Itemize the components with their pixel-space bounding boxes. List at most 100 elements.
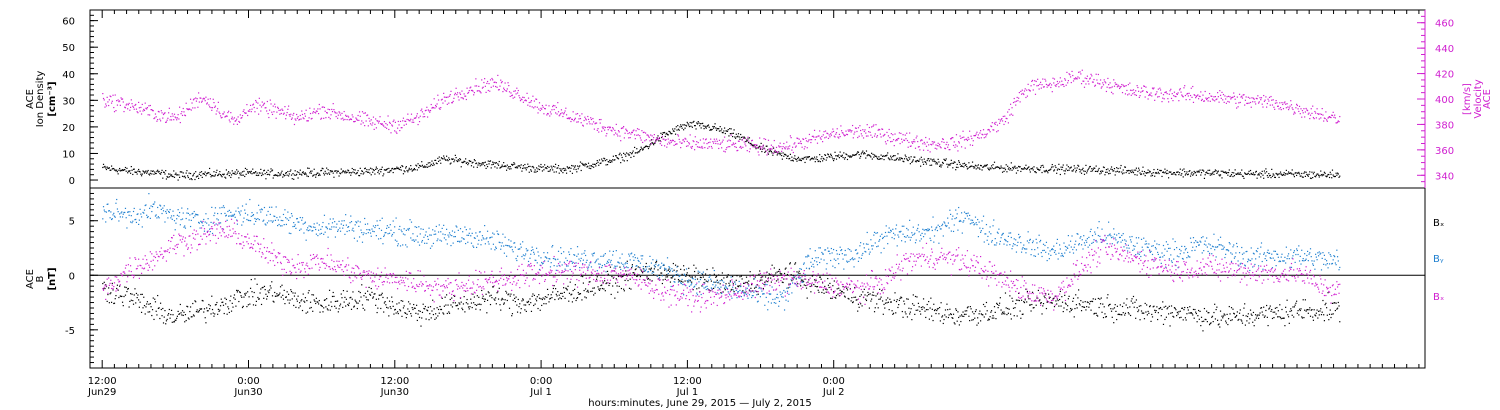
velocity-point (1075, 77, 1077, 79)
bx-point (878, 298, 880, 300)
bx-point (794, 263, 796, 265)
bx-point (634, 269, 636, 271)
density-point (678, 129, 680, 131)
velocity-point (552, 104, 554, 107)
density-point (578, 166, 580, 168)
velocity-point (241, 115, 244, 117)
bx-point (1013, 315, 1015, 317)
density-point (1338, 176, 1340, 178)
bx-point (460, 301, 462, 303)
velocity-point (1001, 118, 1003, 120)
bx-point (299, 305, 301, 307)
density-point (1110, 168, 1112, 170)
bx-point (618, 285, 620, 287)
density-point (701, 122, 703, 125)
bx-point (851, 297, 853, 299)
density-point (700, 127, 702, 129)
velocity-point (888, 128, 890, 131)
velocity-point (1062, 83, 1064, 86)
bx-point (936, 309, 938, 312)
velocity-point (128, 102, 130, 104)
velocity-point (1251, 97, 1253, 99)
bx-point (426, 310, 429, 312)
density-point (497, 163, 499, 165)
velocity-point (1194, 94, 1196, 97)
density-point (1308, 173, 1310, 175)
density-point (808, 156, 810, 158)
bx-point (958, 324, 960, 326)
bx-point (399, 310, 402, 312)
velocity-point (384, 126, 386, 128)
bx-point (900, 297, 903, 299)
bx-point (200, 308, 203, 310)
density-point (533, 167, 535, 169)
bx-point (564, 297, 566, 299)
velocity-point (310, 118, 312, 120)
velocity-point (865, 132, 867, 134)
bx-point (473, 296, 475, 298)
bx-point (162, 322, 165, 324)
density-point (955, 166, 958, 168)
bx-point (432, 313, 435, 316)
bx-point (510, 293, 512, 295)
bx-point (802, 281, 805, 283)
velocity-point (225, 115, 228, 117)
bx-point (998, 304, 1000, 306)
velocity-point (222, 113, 225, 115)
density-point (945, 158, 947, 160)
bx-point (667, 269, 669, 271)
density-point (547, 170, 549, 172)
velocity-point (423, 113, 425, 115)
velocity-point (315, 112, 317, 114)
velocity-point (1238, 102, 1240, 104)
density-point (721, 128, 723, 130)
density-point (304, 173, 306, 176)
velocity-point (1129, 82, 1131, 84)
velocity-point (1222, 93, 1225, 96)
density-point (851, 154, 854, 156)
velocity-point (978, 137, 980, 139)
density-point (1151, 174, 1154, 177)
velocity-point (490, 86, 492, 88)
density-point (473, 166, 475, 168)
velocity-point (278, 109, 280, 112)
bx-point (1012, 307, 1015, 309)
velocity-point (1196, 94, 1198, 97)
bx-point (420, 325, 422, 327)
density-point (252, 168, 254, 170)
density-point (1086, 172, 1088, 174)
density-point (1023, 167, 1026, 169)
density-point (1102, 166, 1105, 168)
density-point (421, 164, 424, 166)
density-point (225, 177, 227, 179)
bx-point (375, 298, 377, 300)
density-point (857, 151, 860, 153)
velocity-point (537, 112, 539, 114)
velocity-point (1095, 73, 1097, 75)
density-point (862, 153, 865, 155)
bx-point (361, 304, 364, 306)
density-point (429, 162, 431, 164)
density-point (969, 165, 971, 168)
bx-point (798, 270, 800, 272)
velocity-point (175, 117, 177, 119)
bx-point (517, 298, 519, 301)
bx-point (536, 296, 538, 298)
velocity-point (842, 132, 844, 134)
bx-point (971, 311, 974, 313)
velocity-point (1188, 92, 1190, 94)
density-point (104, 165, 106, 168)
bx-point (305, 312, 307, 314)
density-point (633, 146, 636, 149)
bx-point (756, 290, 758, 293)
velocity-point (900, 132, 902, 135)
density-point (1196, 170, 1198, 172)
velocity-point (377, 120, 379, 122)
bx-point (832, 285, 834, 287)
bx-point (190, 316, 192, 318)
bx-point (714, 281, 716, 283)
density-point (830, 154, 832, 157)
velocity-point (236, 123, 238, 125)
velocity-point (140, 106, 142, 109)
density-point (1091, 168, 1093, 170)
